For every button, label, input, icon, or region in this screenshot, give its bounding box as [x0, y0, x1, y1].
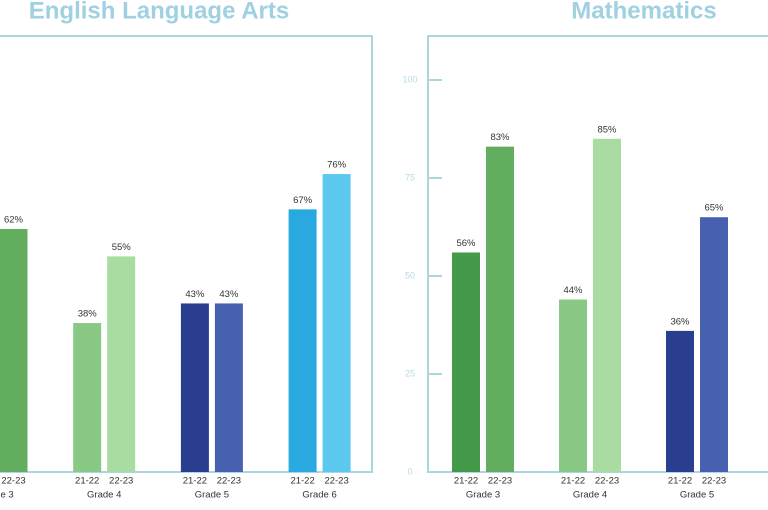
bar-label: 21-22 — [454, 476, 478, 487]
value-label: 36% — [670, 316, 690, 327]
bar-label: 21-22 — [75, 476, 99, 487]
group-label: Grade 3 — [466, 490, 500, 501]
bar — [559, 299, 587, 472]
value-label: 67% — [293, 195, 313, 206]
bar — [180, 303, 209, 472]
value-label: 56% — [456, 238, 476, 249]
bar-label: 22-23 — [488, 476, 512, 487]
bar — [593, 138, 621, 473]
bar — [288, 209, 317, 473]
value-label: 76% — [327, 160, 347, 171]
value-label: 85% — [597, 124, 617, 135]
value-label: 43% — [185, 289, 205, 300]
y-tick-label: 75 — [405, 172, 415, 182]
bar — [452, 252, 480, 472]
bar — [73, 323, 102, 472]
bar — [0, 228, 28, 472]
bar-label: 22-23 — [595, 476, 619, 487]
y-tick-label: 100 — [402, 74, 417, 84]
value-label: 43% — [219, 289, 239, 300]
value-label: 44% — [563, 285, 583, 296]
bar-label: 22-23 — [109, 476, 133, 487]
bar — [322, 174, 351, 472]
bar-label: 21-22 — [290, 476, 314, 487]
value-label: 38% — [78, 309, 98, 320]
chart-frame — [0, 35, 373, 473]
value-label: 65% — [704, 203, 724, 214]
bar-label: 21-22 — [561, 476, 585, 487]
y-tick-label: 0 — [407, 466, 412, 476]
group-label: Grade 6 — [302, 490, 336, 501]
value-label: 55% — [112, 242, 132, 253]
bar — [666, 330, 694, 472]
chart-title: Mathematics — [571, 0, 716, 24]
group-label: Grade 5 — [680, 490, 714, 501]
bar-label: 22-23 — [702, 476, 726, 487]
bar — [107, 256, 136, 472]
bar-label: 21-22 — [183, 476, 207, 487]
y-tick-label: 25 — [405, 368, 415, 378]
value-label: 62% — [4, 214, 24, 225]
bar-label: 21-22 — [668, 476, 692, 487]
group-label: Grade 4 — [87, 490, 121, 501]
value-label: 83% — [490, 132, 510, 143]
group-label: Grade 4 — [573, 490, 607, 501]
bar-label: 22-23 — [1, 476, 25, 487]
bar — [486, 146, 514, 472]
group-label: Grade 5 — [195, 490, 229, 501]
group-label: Grade 3 — [0, 490, 14, 501]
bar — [700, 217, 728, 472]
bar — [214, 303, 243, 472]
y-tick-label: 50 — [405, 270, 415, 280]
chart-title: English Language Arts — [29, 0, 289, 24]
bar-label: 22-23 — [217, 476, 241, 487]
bar-label: 22-23 — [324, 476, 348, 487]
